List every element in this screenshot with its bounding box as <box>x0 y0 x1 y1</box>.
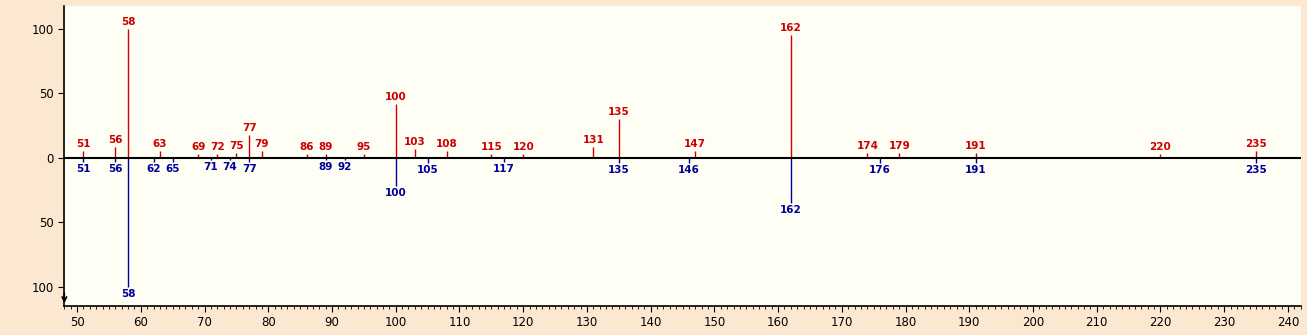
Text: 162: 162 <box>780 23 801 33</box>
Text: 135: 135 <box>608 107 630 117</box>
Text: 71: 71 <box>204 162 218 172</box>
Text: 162: 162 <box>780 205 801 215</box>
Text: 89: 89 <box>319 142 333 152</box>
Text: 235: 235 <box>1246 165 1266 175</box>
Text: 100: 100 <box>384 188 406 198</box>
Text: 86: 86 <box>299 142 314 152</box>
Text: 75: 75 <box>229 141 243 151</box>
Text: 105: 105 <box>417 165 438 175</box>
Text: 58: 58 <box>120 289 136 298</box>
Text: 95: 95 <box>357 142 371 152</box>
Text: 103: 103 <box>404 137 426 147</box>
Text: 108: 108 <box>435 139 457 149</box>
Text: 74: 74 <box>222 162 238 172</box>
Text: 176: 176 <box>869 165 891 175</box>
Text: 92: 92 <box>337 162 352 172</box>
Text: 179: 179 <box>889 141 910 151</box>
Text: 77: 77 <box>242 163 256 174</box>
Text: 77: 77 <box>242 123 256 133</box>
Text: 79: 79 <box>255 139 269 149</box>
Text: 72: 72 <box>210 142 225 152</box>
Text: 65: 65 <box>166 163 180 174</box>
Text: 51: 51 <box>76 163 90 174</box>
Text: 56: 56 <box>108 163 123 174</box>
Text: 58: 58 <box>120 17 136 27</box>
Text: 62: 62 <box>146 163 161 174</box>
Text: 120: 120 <box>512 142 535 152</box>
Text: 220: 220 <box>1150 142 1171 152</box>
Text: 63: 63 <box>153 139 167 149</box>
Text: 135: 135 <box>608 165 630 175</box>
Text: 56: 56 <box>108 135 123 145</box>
Text: 51: 51 <box>76 139 90 149</box>
Text: 100: 100 <box>384 92 406 102</box>
Text: 69: 69 <box>191 142 205 152</box>
Text: 146: 146 <box>678 165 699 175</box>
Text: 147: 147 <box>685 139 706 149</box>
Text: 89: 89 <box>319 162 333 172</box>
Text: 235: 235 <box>1246 139 1266 149</box>
Text: 191: 191 <box>965 141 987 151</box>
Text: 174: 174 <box>856 141 878 151</box>
Text: 191: 191 <box>965 165 987 175</box>
Text: 131: 131 <box>583 135 604 145</box>
Text: 117: 117 <box>493 163 515 174</box>
Text: 115: 115 <box>481 142 502 152</box>
